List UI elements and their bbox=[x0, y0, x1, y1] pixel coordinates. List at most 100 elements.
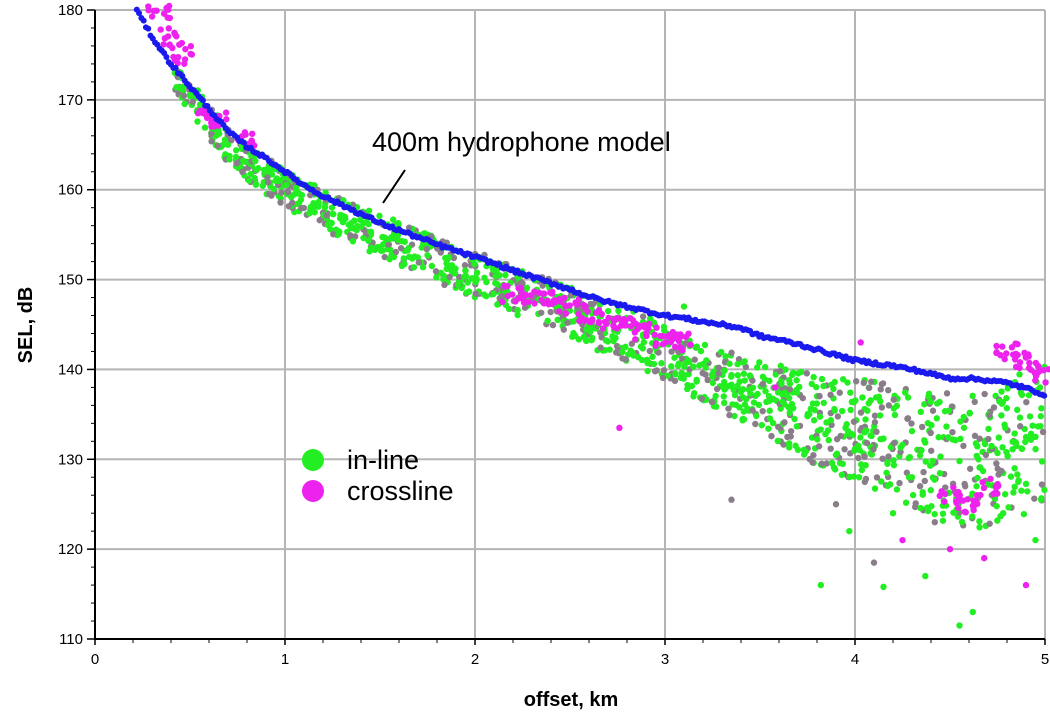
in-line-point bbox=[704, 376, 711, 384]
in-line-point bbox=[682, 340, 689, 347]
in-line-point bbox=[982, 451, 990, 459]
in-line-point bbox=[398, 237, 405, 245]
crossline-point bbox=[504, 292, 512, 300]
in-line-point bbox=[539, 282, 546, 289]
outlier-point bbox=[846, 527, 853, 535]
crossline-point bbox=[687, 341, 694, 348]
in-line-point bbox=[690, 363, 697, 370]
in-line-point bbox=[480, 291, 488, 298]
in-line-point bbox=[672, 371, 679, 378]
in-line-point bbox=[785, 440, 793, 447]
in-line-point bbox=[740, 416, 748, 423]
legend-label-in-line: in-line bbox=[347, 445, 419, 475]
in-line-point bbox=[928, 421, 935, 429]
in-line-point bbox=[877, 386, 884, 393]
outlier-point bbox=[981, 554, 988, 562]
in-line-point bbox=[628, 349, 636, 356]
outlier-point bbox=[931, 518, 938, 526]
crossline-point bbox=[999, 343, 1006, 350]
crossline-point bbox=[499, 298, 506, 306]
crossline-point bbox=[938, 488, 945, 495]
crossline-point bbox=[222, 109, 230, 116]
in-line-point bbox=[298, 204, 305, 212]
in-line-point bbox=[180, 92, 188, 99]
in-line-point bbox=[787, 427, 795, 435]
in-line-point bbox=[1011, 430, 1018, 437]
in-line-point bbox=[893, 402, 901, 410]
in-line-point bbox=[828, 459, 836, 467]
in-line-point bbox=[994, 517, 1001, 524]
in-line-point bbox=[307, 191, 314, 199]
outlier-point bbox=[969, 608, 976, 616]
in-line-point bbox=[1014, 471, 1021, 478]
model-point bbox=[199, 97, 206, 104]
in-line-point bbox=[741, 358, 748, 365]
in-line-point bbox=[923, 504, 931, 511]
in-line-point bbox=[827, 445, 834, 452]
in-line-point bbox=[365, 237, 372, 244]
in-line-point bbox=[224, 141, 232, 148]
grid-lines bbox=[94, 9, 1046, 640]
in-line-point bbox=[423, 245, 430, 253]
in-line-point bbox=[664, 372, 671, 379]
in-line-point bbox=[1039, 428, 1047, 436]
in-line-point bbox=[428, 262, 436, 270]
in-line-point bbox=[570, 329, 577, 337]
y-tick-label: 110 bbox=[59, 631, 83, 648]
in-line-point bbox=[655, 349, 662, 356]
legend: in-line crossline bbox=[302, 445, 454, 506]
in-line-point bbox=[852, 397, 859, 404]
model-annotation-label: 400m hydrophone model bbox=[372, 127, 671, 157]
in-line-point bbox=[813, 400, 820, 407]
crossline-point bbox=[1027, 366, 1035, 373]
in-line-point bbox=[734, 360, 741, 368]
crossline-point bbox=[627, 322, 635, 330]
in-line-point bbox=[644, 367, 651, 375]
in-line-point bbox=[1016, 371, 1023, 378]
model-point bbox=[140, 17, 147, 24]
in-line-point bbox=[1017, 389, 1025, 396]
in-line-point bbox=[998, 412, 1005, 419]
in-line-point bbox=[1029, 422, 1036, 429]
in-line-point bbox=[348, 224, 355, 232]
in-line-point bbox=[921, 437, 928, 444]
crossline-point bbox=[173, 33, 180, 40]
crossline-point bbox=[659, 332, 667, 340]
in-line-point bbox=[677, 374, 684, 381]
outlier-point bbox=[922, 572, 929, 580]
in-line-point bbox=[994, 449, 1001, 457]
in-line-point bbox=[857, 434, 864, 441]
in-line-point bbox=[1003, 404, 1011, 412]
in-line-point bbox=[878, 478, 885, 485]
crossline-point bbox=[643, 332, 650, 340]
in-line-point bbox=[310, 199, 317, 207]
in-line-point bbox=[858, 466, 866, 474]
crossline-point bbox=[1008, 344, 1016, 351]
crossline-point bbox=[548, 288, 556, 295]
in-line-point bbox=[461, 273, 468, 280]
in-line-point bbox=[823, 460, 830, 467]
outlier-point bbox=[1022, 581, 1030, 589]
model-point bbox=[172, 64, 179, 71]
in-line-point bbox=[505, 305, 513, 313]
in-line-point bbox=[852, 378, 860, 385]
in-line-point bbox=[749, 407, 756, 414]
in-line-point bbox=[977, 464, 984, 471]
in-line-point bbox=[993, 502, 1000, 510]
crossline-point bbox=[198, 107, 206, 114]
in-line-point bbox=[1005, 504, 1012, 511]
outlier-point bbox=[889, 510, 897, 517]
in-line-point bbox=[912, 500, 919, 507]
in-line-point bbox=[731, 412, 738, 420]
in-line-point bbox=[713, 385, 721, 393]
in-line-point bbox=[998, 467, 1005, 475]
axes: 0 1 2 3 4 5 110 120 130 140 150 160 170 180 bbox=[58, 2, 1049, 668]
in-line-point bbox=[945, 407, 952, 414]
in-line-point bbox=[709, 379, 717, 387]
crossline-point bbox=[531, 300, 538, 307]
in-line-point bbox=[693, 376, 700, 384]
in-line-point bbox=[410, 264, 418, 271]
crossline-point bbox=[502, 283, 510, 290]
in-line-point bbox=[847, 406, 854, 414]
in-line-point bbox=[823, 419, 830, 426]
